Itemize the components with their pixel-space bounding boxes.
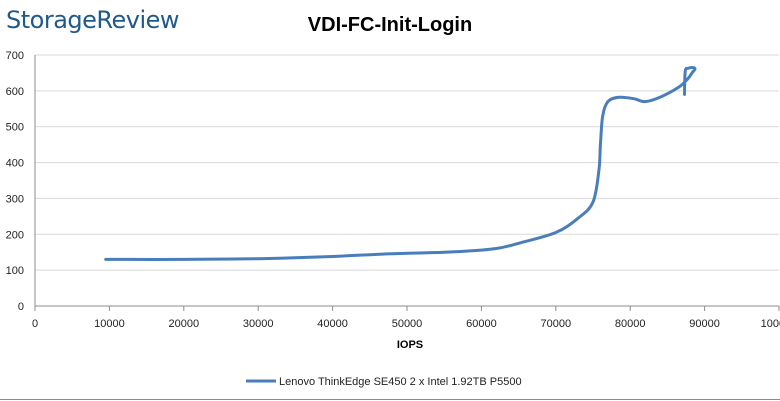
y-tick-label: 300: [6, 193, 24, 205]
y-tick-labels: 0 100 200 300 400 500 600 700: [6, 50, 24, 313]
x-tick-label: 40000: [317, 318, 348, 330]
bottom-border: [0, 399, 780, 400]
gridlines: [35, 54, 779, 271]
legend: Lenovo ThinkEdge SE450 2 x Intel 1.92TB …: [246, 376, 522, 388]
x-tick-labels: 0 10000 20000 30000 40000 50000 60000 70000 8000…: [32, 318, 780, 330]
x-tick-label: 70000: [541, 318, 572, 330]
chart-title: VDI-FC-Init-Login: [307, 14, 473, 36]
x-tick-label: 50000: [392, 318, 423, 330]
x-tick-label: 20000: [169, 318, 200, 330]
y-tick-label: 700: [6, 50, 24, 62]
y-tick-label: 100: [6, 265, 24, 277]
series-lines: [104, 66, 697, 261]
y-tick-label: 500: [6, 122, 24, 134]
x-tick-label: 80000: [615, 318, 646, 330]
y-tick-label: 600: [6, 86, 24, 98]
x-tick-label: 30000: [243, 318, 274, 330]
series-line: [104, 66, 697, 261]
x-tick-label: 0: [32, 318, 38, 330]
axes: [34, 55, 780, 311]
storagereview-logo: StorageReview: [6, 6, 180, 34]
y-tick-label: 0: [18, 301, 24, 313]
y-tick-label: 200: [6, 229, 24, 241]
y-tick-label: 400: [6, 158, 24, 170]
x-tick-label: 10000: [94, 318, 125, 330]
x-tick-label: 90000: [689, 318, 720, 330]
x-tick-label: 100000: [761, 318, 780, 330]
x-axis-label: IOPS: [397, 339, 423, 351]
x-tick-label: 60000: [466, 318, 497, 330]
legend-label: Lenovo ThinkEdge SE450 2 x Intel 1.92TB …: [279, 376, 522, 388]
